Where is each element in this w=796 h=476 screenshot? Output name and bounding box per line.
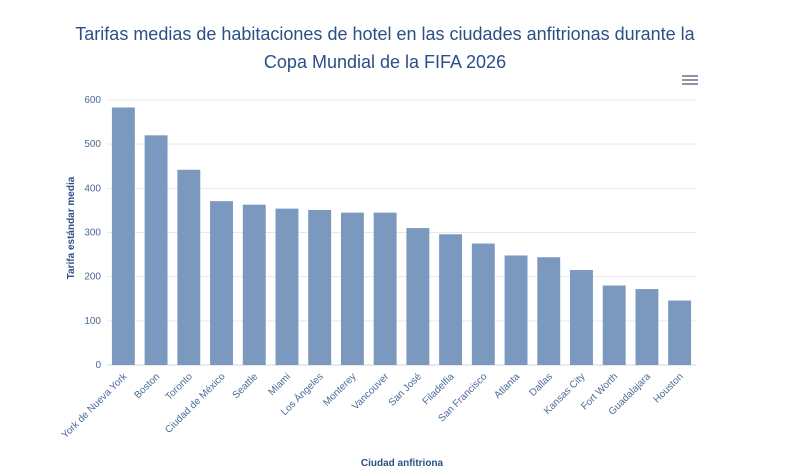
- x-tick-label: Toronto: [164, 371, 196, 403]
- bar[interactable]: [308, 209, 332, 365]
- bar[interactable]: [635, 289, 659, 365]
- bar[interactable]: [471, 243, 495, 365]
- bars: [111, 107, 692, 366]
- bar[interactable]: [504, 255, 528, 365]
- x-tick-label: Ciudad de México: [163, 371, 228, 436]
- x-tick-label: Atlanta: [492, 371, 522, 401]
- bar[interactable]: [177, 169, 201, 365]
- y-tick-label: 300: [84, 228, 101, 239]
- x-tick-label: Dallas: [527, 371, 554, 398]
- bar[interactable]: [373, 212, 397, 365]
- x-axis-title: Ciudad anfitriona: [361, 458, 444, 469]
- bar[interactable]: [210, 201, 233, 365]
- bar[interactable]: [439, 234, 463, 365]
- y-tick-labels: 0 100 200 300 400 500 600: [84, 95, 101, 371]
- x-tick-label: Houston: [652, 371, 686, 405]
- x-tick-label: Seattle: [231, 371, 261, 401]
- y-tick-label: 0: [95, 360, 101, 371]
- bar[interactable]: [537, 257, 561, 365]
- x-tick-label: Boston: [132, 371, 162, 401]
- x-tick-label: San José: [387, 371, 425, 409]
- hamburger-menu-icon[interactable]: [682, 75, 698, 87]
- y-tick-label: 100: [84, 316, 101, 327]
- x-tick-label: Miami: [266, 371, 293, 398]
- x-tick-label: York de Nueva York: [60, 371, 130, 441]
- bar[interactable]: [144, 135, 168, 365]
- y-tick-label: 200: [84, 272, 101, 283]
- bar[interactable]: [275, 208, 299, 365]
- gridlines: [107, 99, 696, 366]
- bar[interactable]: [668, 300, 692, 365]
- bar[interactable]: [602, 285, 626, 366]
- y-tick-label: 600: [84, 95, 101, 106]
- bar[interactable]: [242, 204, 266, 365]
- chart-title: Tarifas medias de habitaciones de hotel …: [75, 24, 695, 72]
- bar[interactable]: [111, 107, 135, 365]
- bar[interactable]: [406, 228, 430, 365]
- y-tick-label: 500: [84, 139, 101, 150]
- y-tick-label: 400: [84, 183, 101, 194]
- y-axis-title: Tarifa estándar media: [66, 176, 77, 279]
- bar[interactable]: [570, 270, 593, 365]
- bar[interactable]: [340, 212, 364, 365]
